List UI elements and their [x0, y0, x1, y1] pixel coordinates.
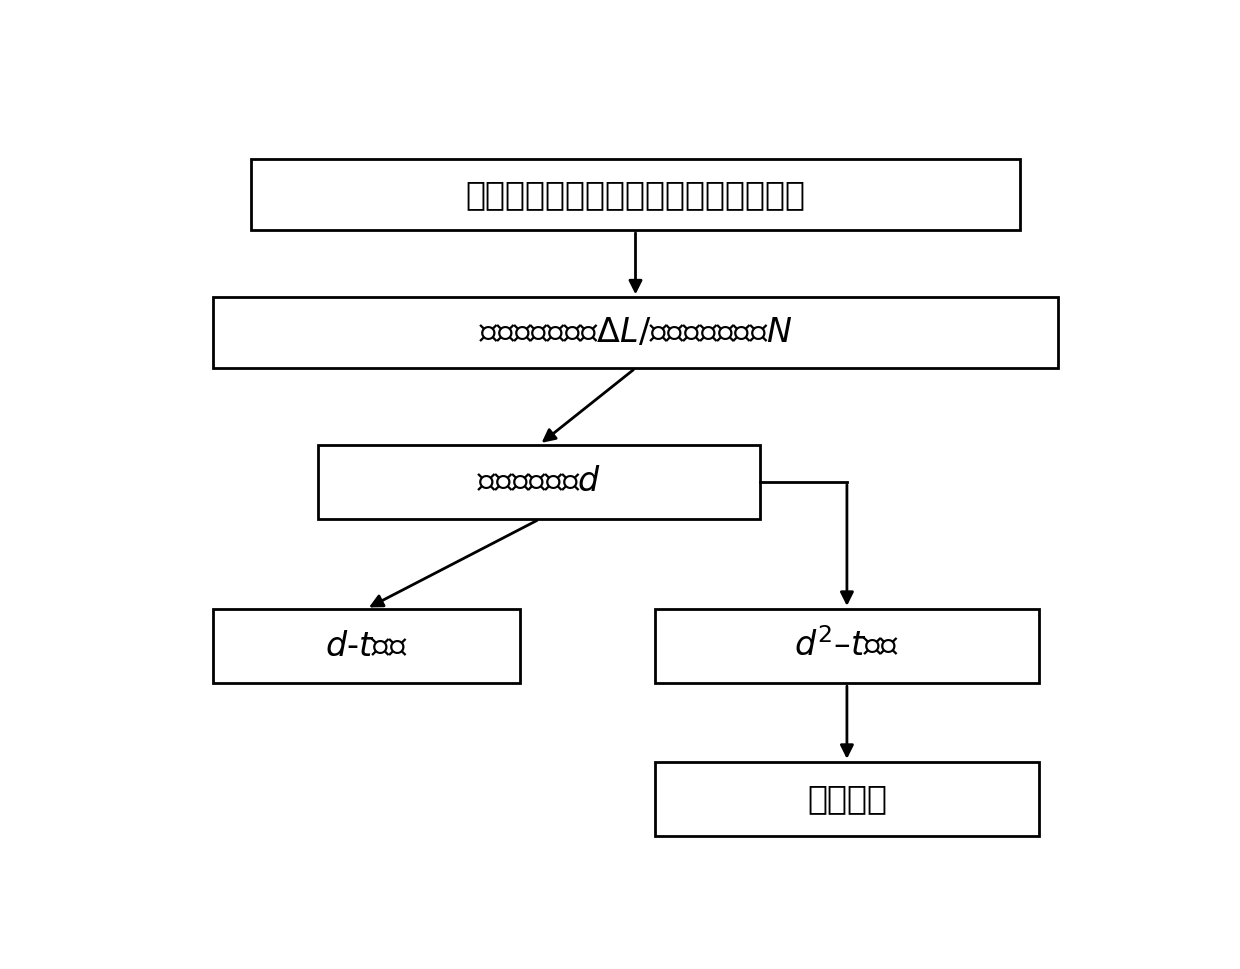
Bar — [655, 609, 1039, 683]
Text: 记录液滴粒子聚焦两点像或干涉条纹图: 记录液滴粒子聚焦两点像或干涉条纹图 — [465, 178, 806, 211]
Text: $d^{2}$–$t$曲线: $d^{2}$–$t$曲线 — [795, 629, 899, 664]
Text: $d$-$t$曲线: $d$-$t$曲线 — [325, 630, 408, 663]
Bar — [655, 762, 1039, 836]
Bar — [319, 445, 760, 519]
Text: 计算粒子尺寸$d$: 计算粒子尺寸$d$ — [477, 465, 601, 498]
Text: 蒸发速率: 蒸发速率 — [807, 783, 887, 816]
Bar — [250, 159, 1021, 230]
Text: 提取两点像间距$\Delta L$/条纹图的条纹数$N$: 提取两点像间距$\Delta L$/条纹图的条纹数$N$ — [479, 316, 792, 349]
Bar — [213, 297, 1058, 368]
Bar — [213, 609, 521, 683]
